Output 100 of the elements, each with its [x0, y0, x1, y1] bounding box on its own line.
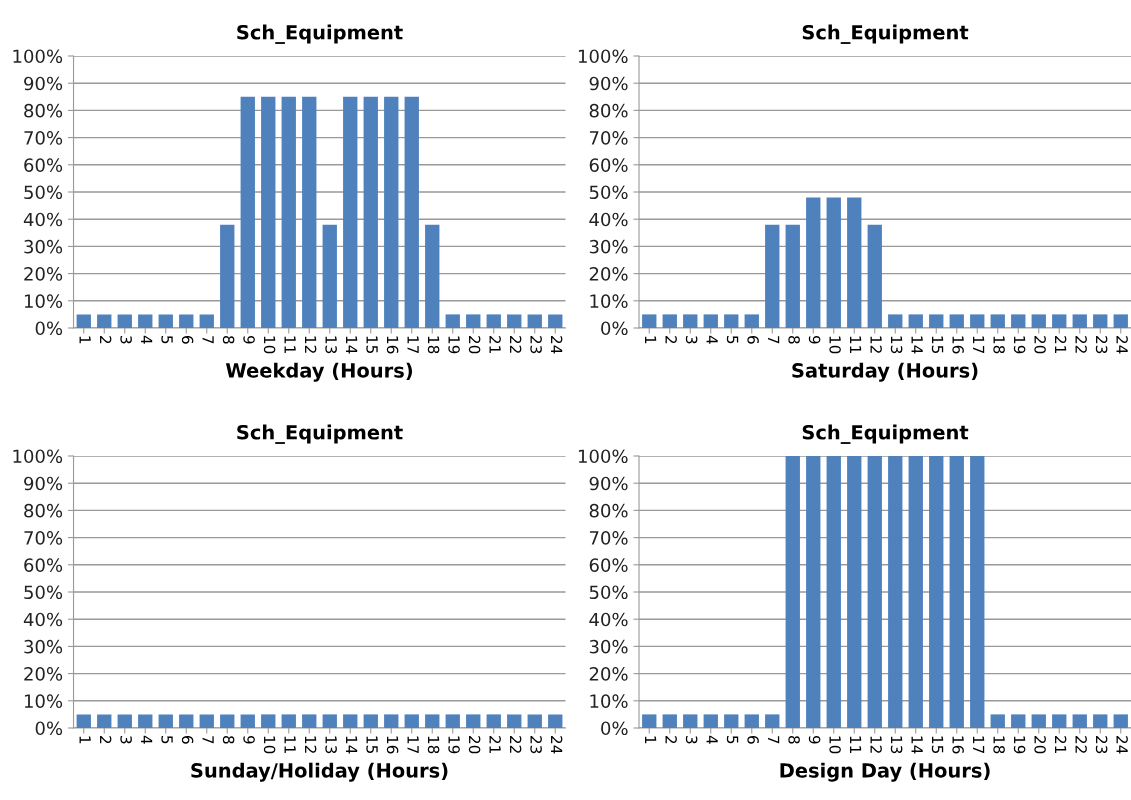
bar: [97, 314, 112, 328]
y-tick-label: 0%: [35, 321, 63, 336]
y-tick-label: 70%: [589, 531, 628, 545]
bar: [970, 314, 985, 328]
x-tick-label: 10: [263, 736, 276, 754]
chart-title: Sch_Equipment: [802, 24, 969, 44]
y-tick-label: 10%: [590, 694, 628, 708]
y-tick-label: 100%: [13, 449, 63, 464]
x-tick-label: 24: [1116, 336, 1128, 354]
x-axis-title: Design Day (Hours): [780, 762, 990, 782]
bar: [343, 96, 358, 328]
y-tick-label: 90%: [589, 76, 628, 91]
x-tick-label: 24: [551, 736, 563, 754]
x-tick-label: 14: [911, 736, 923, 754]
x-tick-label: 3: [685, 736, 698, 744]
x-tick-label: 14: [346, 336, 358, 354]
bar: [1113, 314, 1128, 328]
bar: [384, 96, 399, 328]
x-tick-label: 5: [161, 336, 173, 344]
x-tick-label: 9: [808, 335, 821, 344]
x-tick-label: 15: [931, 736, 944, 754]
y-tick-label: 60%: [589, 158, 628, 172]
x-tick-label: 13: [325, 736, 337, 754]
bar: [302, 96, 317, 328]
bar: [806, 197, 821, 328]
y-tick-label: 60%: [24, 158, 63, 172]
bar: [466, 314, 481, 328]
bar: [179, 314, 194, 328]
x-tick-label: 11: [850, 736, 862, 753]
x-tick-label: 5: [726, 736, 739, 744]
x-tick-label: 3: [685, 336, 698, 344]
x-tick-label: 9: [243, 335, 255, 344]
bar: [785, 224, 800, 328]
bar: [662, 314, 677, 328]
bar: [908, 314, 923, 328]
x-tick-label: 22: [510, 736, 522, 753]
y-tick-label: 80%: [589, 503, 628, 518]
x-tick-label: 22: [1075, 336, 1087, 353]
bar: [220, 224, 235, 328]
y-tick-label: 100%: [578, 49, 628, 64]
x-tick-label: 5: [161, 736, 173, 744]
x-tick-label: 20: [1034, 336, 1046, 354]
x-tick-label: 19: [1013, 736, 1026, 754]
x-axis-title: Weekday (Hours): [225, 362, 413, 382]
x-tick-label: 21: [1055, 336, 1067, 353]
y-tick-label: 100%: [578, 449, 628, 464]
x-tick-label: 21: [489, 336, 501, 353]
y-tick-label: 0%: [601, 321, 628, 336]
bar: [507, 314, 522, 328]
x-tick-label: 21: [489, 736, 501, 753]
bar: [888, 314, 903, 328]
x-tick-label: 23: [530, 736, 542, 754]
x-tick-label: 9: [243, 735, 255, 744]
x-tick-label: 24: [551, 336, 563, 354]
x-tick-label: 7: [202, 336, 214, 344]
x-tick-label: 1: [79, 736, 91, 744]
x-tick-label: 12: [305, 336, 317, 353]
x-tick-label: 19: [448, 336, 460, 354]
chart-title: Sch_Equipment: [237, 24, 403, 44]
bar: [1093, 314, 1108, 328]
x-tick-label: 1: [645, 736, 657, 744]
x-tick-label: 18: [993, 736, 1005, 754]
x-tick-label: 22: [1075, 736, 1087, 753]
x-tick-label: 20: [1034, 736, 1046, 754]
x-tick-label: 11: [284, 736, 296, 753]
bar: [929, 314, 944, 328]
x-tick-label: 10: [263, 336, 276, 354]
x-tick-label: 17: [973, 336, 985, 354]
x-tick-label: 1: [645, 336, 657, 344]
y-tick-label: 10%: [590, 294, 628, 308]
y-tick-label: 80%: [24, 103, 63, 118]
x-tick-label: 4: [706, 735, 718, 744]
x-tick-label: 6: [747, 336, 759, 344]
y-tick-label: 70%: [589, 131, 628, 145]
bar: [445, 314, 460, 328]
x-tick-label: 14: [911, 336, 923, 354]
y-tick-label: 0%: [35, 721, 63, 736]
y-tick-label: 80%: [24, 503, 63, 518]
y-tick-label: 20%: [589, 667, 628, 681]
x-tick-label: 13: [890, 736, 903, 754]
x-tick-label: 19: [448, 736, 460, 754]
bar: [847, 197, 862, 328]
bar: [990, 314, 1005, 328]
x-tick-label: 8: [788, 735, 800, 744]
bar: [1052, 314, 1067, 328]
x-tick-label: 23: [1095, 736, 1108, 754]
y-tick-label: 80%: [589, 103, 628, 118]
x-tick-label: 9: [808, 735, 821, 744]
x-tick-label: 10: [829, 736, 841, 754]
bar: [1011, 314, 1026, 328]
bar: [281, 96, 296, 328]
y-tick-label: 10%: [24, 294, 63, 308]
x-tick-label: 6: [747, 736, 759, 744]
x-tick-label: 23: [1095, 336, 1108, 354]
x-axis-title: Saturday (Hours): [792, 362, 978, 382]
y-tick-label: 0%: [601, 721, 628, 736]
x-tick-label: 7: [768, 736, 780, 744]
x-tick-label: 2: [665, 336, 677, 344]
y-tick-label: 40%: [589, 612, 628, 627]
bar: [949, 314, 964, 328]
